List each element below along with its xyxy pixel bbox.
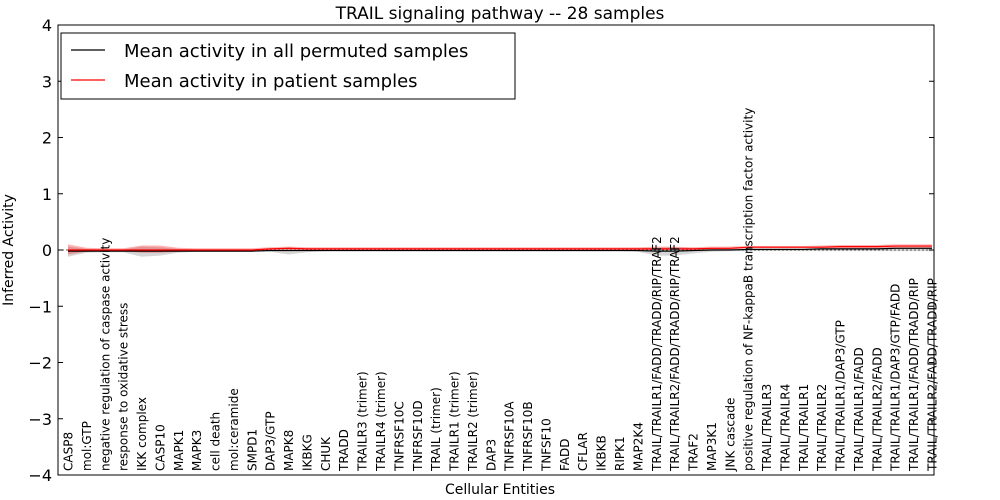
x-tick-label: DAP3 bbox=[484, 439, 498, 471]
x-tick-label: JNK cascade bbox=[723, 398, 737, 472]
legend-box bbox=[60, 32, 516, 100]
x-tick-label: TNFRSF10C bbox=[392, 401, 406, 472]
x-tick-label: TNFRSF10A bbox=[503, 401, 517, 472]
x-tick-label: mol:GTP bbox=[80, 421, 94, 471]
x-tick-label: MAPK8 bbox=[282, 430, 296, 471]
x-tick-label: MAPK1 bbox=[172, 430, 186, 471]
x-tick-label: TRADD bbox=[337, 429, 351, 472]
x-tick-label: TRAIL/TRAILR1/DAP3/GTP/FADD bbox=[889, 284, 903, 472]
y-axis: −4 −3 −2 −1 0 1 2 3 4 bbox=[28, 16, 934, 485]
permuted-mean-line bbox=[68, 247, 932, 252]
x-tick-label: TRAIL/TRAILR1/FADD bbox=[852, 347, 866, 472]
y-tick-label: 1 bbox=[42, 185, 52, 204]
x-tick-label: TRAIL/TRAILR1/FADD/TRADD/RIP bbox=[907, 278, 921, 472]
x-tick-label: TRAIL/TRAILR2 bbox=[815, 384, 829, 472]
plot-area bbox=[58, 244, 934, 257]
legend-label-permuted: Mean activity in all permuted samples bbox=[124, 41, 468, 62]
patient-mean-line bbox=[68, 245, 932, 251]
x-tick-label: IKBKB bbox=[595, 435, 609, 471]
x-axis: CASP8 mol:GTP negative regulation of caspa… bbox=[62, 108, 940, 472]
legend: Mean activity in all permuted samples Me… bbox=[60, 32, 516, 100]
x-tick-label: TRAIL (trimer) bbox=[429, 387, 443, 472]
x-tick-label: cell death bbox=[209, 412, 223, 471]
x-tick-label: TRAIL/TRAILR4 bbox=[778, 384, 792, 472]
permuted-variance-band bbox=[68, 246, 932, 257]
y-tick-label: −1 bbox=[28, 297, 52, 316]
x-tick-label: TRAF2 bbox=[687, 433, 701, 472]
x-tick-label: mol:ceramide bbox=[227, 388, 241, 471]
x-tick-label: CASP8 bbox=[62, 432, 76, 471]
x-tick-label: positive regulation of NF-kappaB transcr… bbox=[742, 108, 756, 471]
x-tick-label: TRAIL/TRAILR1 bbox=[797, 384, 811, 472]
x-tick-label: TRAIL/TRAILR2/FADD/TRADD/RIP/TRAF2 bbox=[668, 236, 682, 472]
x-tick-label: TNFRSF10B bbox=[521, 401, 535, 472]
x-tick-label: response to oxidative stress bbox=[117, 303, 131, 471]
y-axis-label: Inferred Activity bbox=[1, 194, 17, 306]
x-tick-label: TRAILR4 (trimer) bbox=[374, 371, 388, 472]
x-tick-label: IKBKG bbox=[300, 434, 314, 471]
x-tick-label: MAP3K1 bbox=[705, 422, 719, 471]
legend-label-patient: Mean activity in patient samples bbox=[124, 71, 418, 92]
x-tick-label: CFLAR bbox=[576, 432, 590, 471]
y-tick-label: 4 bbox=[42, 16, 52, 35]
x-tick-label: SMPD1 bbox=[245, 429, 259, 471]
x-tick-label: TRAILR1 (trimer) bbox=[448, 371, 462, 472]
x-tick-label: TRAIL/TRAILR1/FADD/TRADD/RIP/TRAF2 bbox=[650, 236, 664, 472]
x-tick-label: CASP10 bbox=[153, 424, 167, 471]
y-tick-label: 3 bbox=[42, 72, 52, 91]
y-tick-label: 2 bbox=[42, 129, 52, 148]
x-tick-label: RIPK1 bbox=[613, 436, 627, 471]
x-tick-label: DAP3/GTP bbox=[264, 411, 278, 471]
x-tick-label: CHUK bbox=[319, 436, 333, 471]
x-tick-label: TRAILR2 (trimer) bbox=[466, 371, 480, 472]
x-tick-label: TRAIL/TRAILR2/FADD bbox=[870, 347, 884, 472]
x-tick-label: TNFSF10 bbox=[539, 418, 553, 472]
chart-title: TRAIL signaling pathway -- 28 samples bbox=[335, 4, 665, 24]
x-tick-label: TNFRSF10D bbox=[411, 400, 425, 472]
x-tick-label: MAPK3 bbox=[190, 430, 204, 471]
x-tick-label: TRAIL/TRAILR3 bbox=[760, 384, 774, 472]
y-tick-label: −4 bbox=[28, 466, 52, 485]
x-tick-label: TRAILR3 (trimer) bbox=[356, 371, 370, 472]
x-tick-label: TRAIL/TRAILR2/FADD/TRADD/RIP bbox=[926, 278, 940, 472]
x-axis-label: Cellular Entities bbox=[445, 482, 555, 498]
y-tick-label: 0 bbox=[42, 241, 52, 260]
y-tick-label: −2 bbox=[28, 354, 52, 373]
x-tick-label: FADD bbox=[558, 439, 572, 472]
x-tick-label: negative regulation of caspase activity bbox=[98, 238, 112, 471]
x-tick-label: MAP2K4 bbox=[631, 422, 645, 471]
y-tick-label: −3 bbox=[28, 410, 52, 429]
x-tick-label: IKK complex bbox=[135, 397, 149, 471]
x-tick-label: TRAIL/TRAILR1/DAP3/GTP bbox=[834, 320, 848, 472]
